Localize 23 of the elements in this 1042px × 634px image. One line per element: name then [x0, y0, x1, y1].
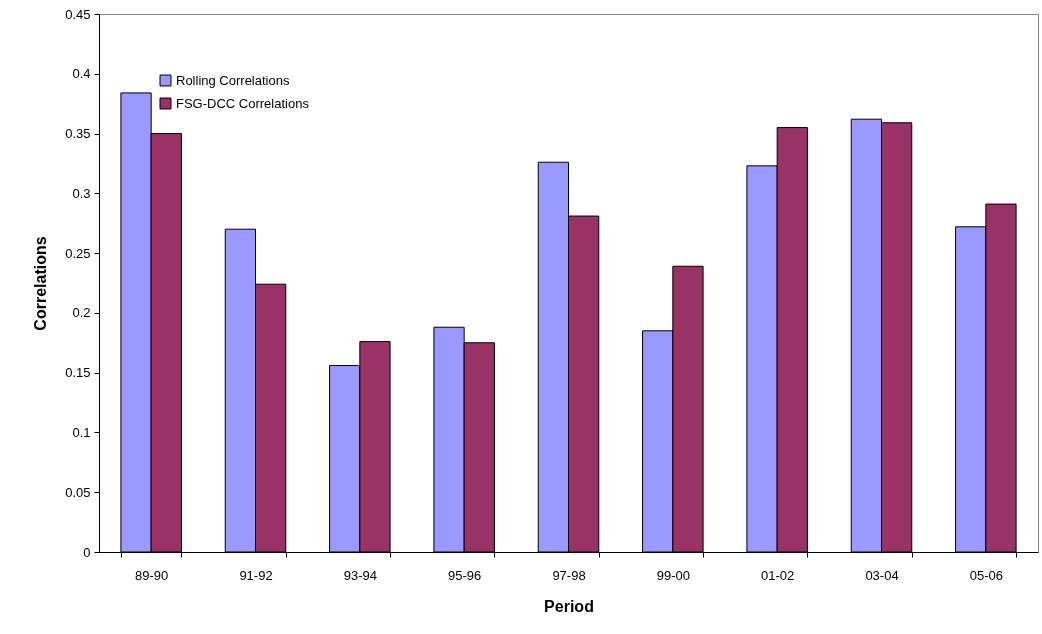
x-tick-label: 95-96: [448, 567, 482, 583]
x-tick-label: 99-00: [656, 567, 690, 583]
x-tick-label: 89-90: [135, 567, 169, 583]
y-tick-label: 0.35: [65, 126, 91, 142]
y-tick-label: 0.15: [65, 365, 91, 381]
y-tick-label: 0.3: [72, 185, 91, 201]
y-tick-label: 0.1: [72, 424, 91, 440]
y-tick-label: 0: [83, 544, 91, 560]
y-tick-label: 0.25: [65, 245, 91, 261]
y-tick-label: 0.2: [72, 305, 91, 321]
y-axis-title: Correlations: [32, 236, 50, 331]
x-tick-label: 01-02: [761, 567, 795, 583]
x-tick-label: 97-98: [552, 567, 586, 583]
x-tick-label: 05-06: [969, 567, 1003, 583]
x-axis-title: Period: [544, 597, 594, 615]
y-tick-label: 0.05: [65, 484, 91, 500]
legend-label: Rolling Correlations: [176, 72, 290, 88]
y-tick-label: 0.45: [65, 6, 91, 22]
x-tick-label: 03-04: [865, 567, 899, 583]
y-tick-label: 0.4: [72, 66, 91, 82]
x-tick-label: 93-94: [343, 567, 377, 583]
x-tick-label: 91-92: [239, 567, 273, 583]
legend-label: FSG-DCC Correlations: [176, 95, 310, 111]
